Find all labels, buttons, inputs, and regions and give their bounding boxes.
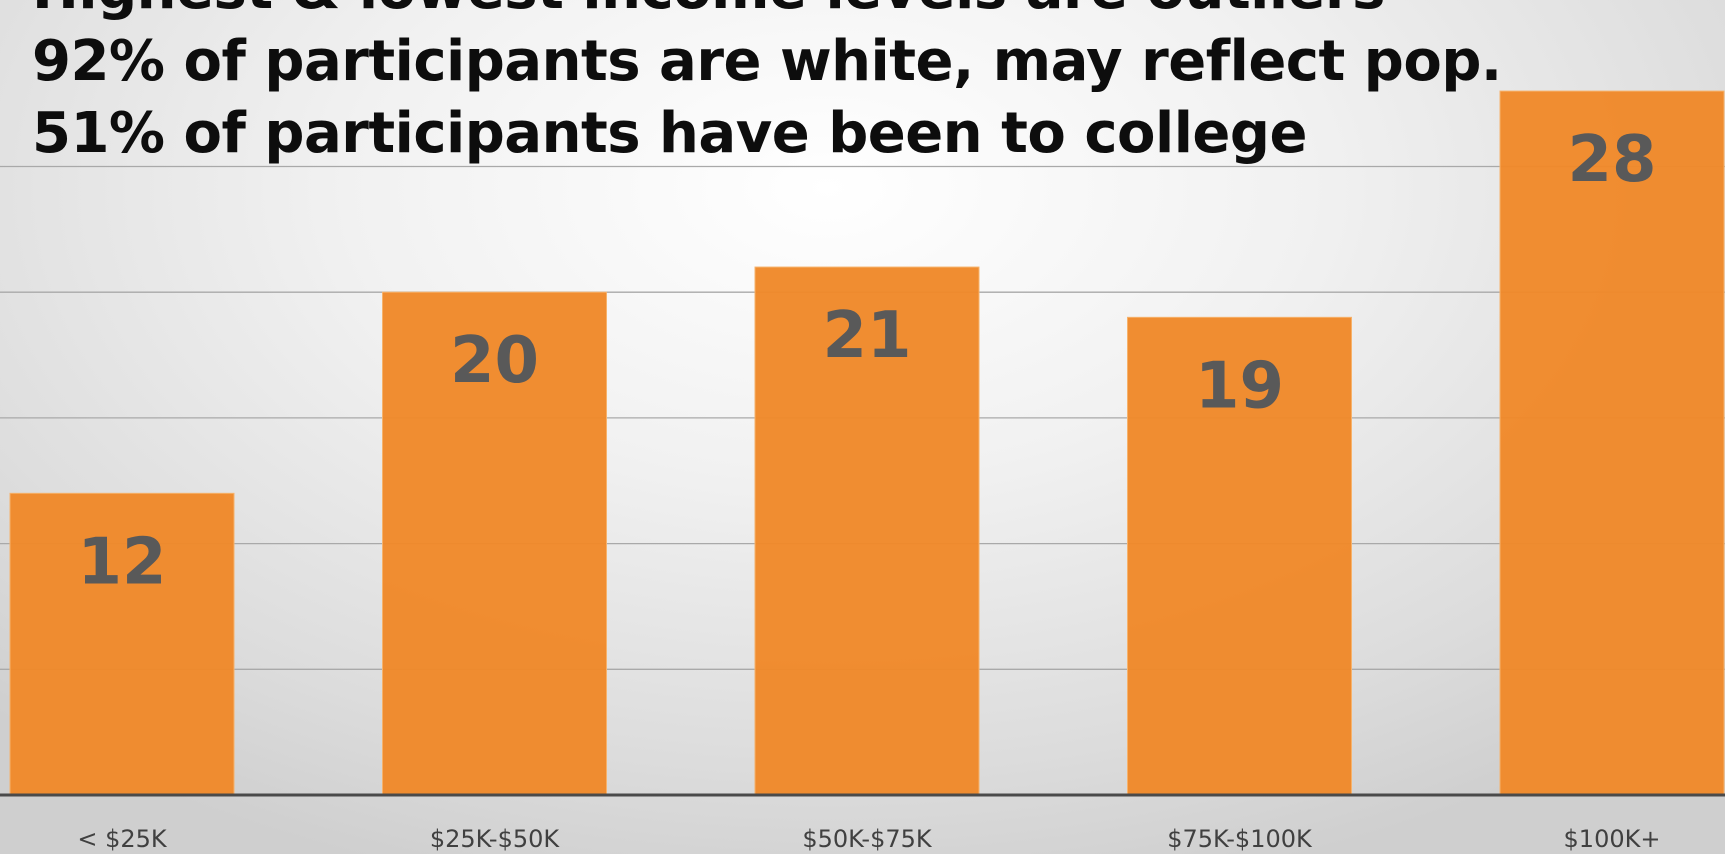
x-tick-label: $75K-$100K (1167, 825, 1313, 853)
slide-text-line-2: 92% of participants are white, may refle… (32, 29, 1502, 94)
bar (1127, 316, 1352, 796)
bar-value-label: 12 (77, 525, 166, 599)
slide-text-line-3: 51% of participants have been to college (32, 101, 1307, 166)
bar-value-label: 20 (450, 324, 539, 398)
x-tick-labels: < $25K $25K-$50K $50K-$75K $75K-$100K $100K+ (77, 825, 1660, 853)
bar (754, 266, 980, 796)
slide-text-line-1: Highest & lowest income levels are outli… (32, 0, 1502, 26)
bar-value-label: 28 (1567, 123, 1656, 197)
bars (9, 90, 1725, 796)
x-tick-label: < $25K (77, 825, 168, 853)
x-tick-label: $50K-$75K (802, 825, 932, 853)
x-tick-label: $100K+ (1564, 825, 1661, 853)
slide-text: Highest & lowest income levels are outli… (32, 0, 1502, 170)
bar (9, 492, 235, 796)
bar (1499, 90, 1725, 796)
x-tick-label: $25K-$50K (430, 825, 560, 853)
bar-value-labels: 12 20 21 19 28 (77, 123, 1656, 599)
bar (382, 291, 607, 796)
bar-value-label: 21 (822, 299, 911, 373)
bar-value-label: 19 (1195, 349, 1284, 423)
